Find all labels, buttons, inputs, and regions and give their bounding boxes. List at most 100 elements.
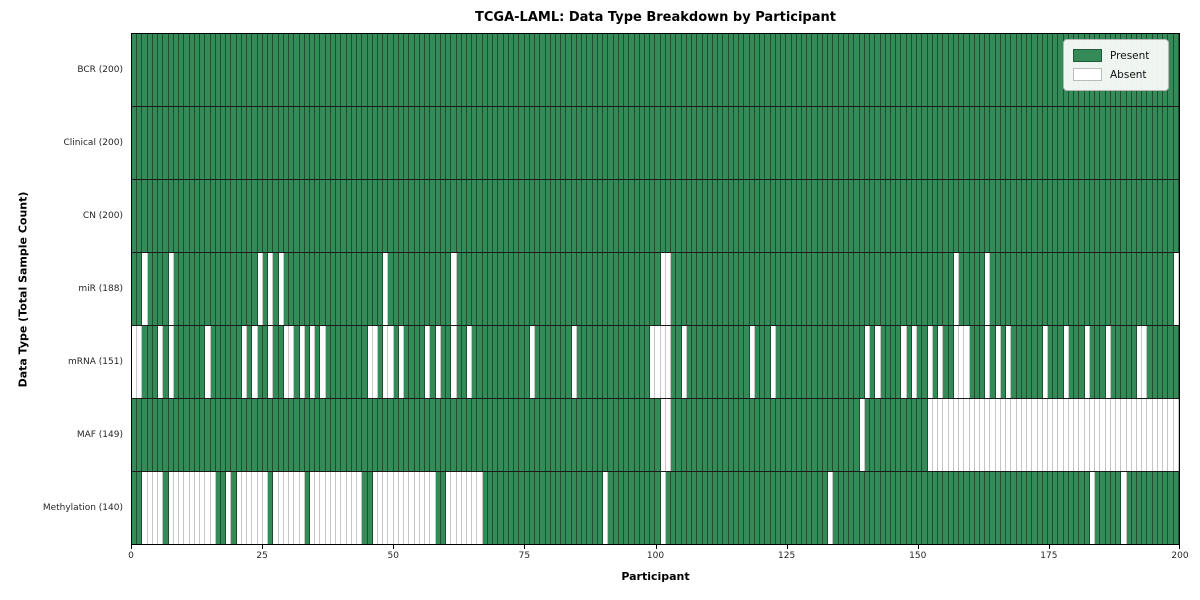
- heatmap-cell: [1037, 253, 1043, 325]
- heatmap-cell: [864, 107, 871, 179]
- heatmap-cell: [529, 34, 536, 106]
- heatmap-cell: [330, 326, 337, 398]
- heatmap-cell: [268, 34, 274, 106]
- heatmap-cell: [723, 326, 729, 398]
- heatmap-cell: [404, 180, 410, 252]
- heatmap-cell: [545, 253, 551, 325]
- heatmap-cell: [911, 472, 918, 544]
- heatmap-cell: [796, 107, 802, 179]
- heatmap-cell: [660, 107, 666, 179]
- heatmap-cell: [529, 107, 536, 179]
- heatmap-cell: [979, 34, 986, 106]
- heatmap-cell: [786, 34, 792, 106]
- heatmap-cell: [147, 34, 153, 106]
- heatmap-cell: [932, 180, 939, 252]
- present-swatch: [1073, 49, 1102, 62]
- heatmap-cell: [341, 326, 347, 398]
- heatmap-cell: [969, 253, 975, 325]
- heatmap-cell: [959, 180, 965, 252]
- heatmap-cell: [885, 326, 891, 398]
- heatmap-cell: [1063, 253, 1069, 325]
- heatmap-cell: [514, 326, 520, 398]
- x-axis-title: Participant: [621, 570, 690, 583]
- heatmap-cell: [555, 253, 562, 325]
- heatmap-cell: [487, 107, 494, 179]
- heatmap-cell: [660, 34, 666, 106]
- heatmap-cell: [587, 253, 593, 325]
- heatmap-cell: [686, 326, 693, 398]
- heatmap-cell: [681, 472, 687, 544]
- heatmap-cell: [979, 472, 986, 544]
- heatmap-cell: [660, 326, 666, 398]
- heatmap-cell: [163, 180, 169, 252]
- heatmap-cell: [959, 472, 965, 544]
- heatmap-cell: [979, 253, 986, 325]
- heatmap-cell: [1110, 326, 1117, 398]
- heatmap-cell: [1121, 326, 1127, 398]
- heatmap-cell: [786, 253, 792, 325]
- heatmap-cell: [744, 326, 750, 398]
- heatmap-cell: [398, 326, 405, 398]
- heatmap-cell: [351, 399, 358, 471]
- heatmap-cell: [309, 253, 316, 325]
- heatmap-cell: [707, 180, 714, 252]
- heatmap-cell: [875, 472, 881, 544]
- heatmap-cell: [885, 34, 891, 106]
- heatmap-cell: [173, 253, 180, 325]
- heatmap-cell: [388, 180, 394, 252]
- heatmap-cell: [807, 107, 813, 179]
- heatmap-cell: [320, 472, 326, 544]
- heatmap-cell: [147, 107, 153, 179]
- heatmap-cell: [744, 399, 750, 471]
- heatmap-cell: [147, 180, 153, 252]
- heatmap-cell: [671, 107, 677, 179]
- heatmap-cell: [979, 107, 986, 179]
- heatmap-cell: [294, 472, 300, 544]
- heatmap-cell: [487, 399, 494, 471]
- heatmap-cell: [194, 326, 201, 398]
- heatmap-cell: [859, 399, 865, 471]
- heatmap-cell: [985, 180, 991, 252]
- heatmap-cell: [378, 326, 384, 398]
- heatmap-cell: [472, 472, 478, 544]
- heatmap-cell: [1006, 399, 1012, 471]
- heatmap-cell: [644, 34, 651, 106]
- x-tick-mark-100: [655, 545, 657, 549]
- heatmap-cell: [838, 253, 844, 325]
- heatmap-cell: [283, 253, 290, 325]
- heatmap-cell: [414, 472, 420, 544]
- heatmap-cell: [995, 399, 1001, 471]
- heatmap-cell: [367, 472, 373, 544]
- heatmap-cell: [838, 326, 844, 398]
- heatmap-cell: [451, 107, 457, 179]
- x-tick-label-50: 50: [387, 551, 399, 561]
- heatmap-cell: [812, 399, 818, 471]
- heatmap-cell: [545, 326, 551, 398]
- heatmap-cell: [289, 399, 295, 471]
- heatmap-cell: [843, 253, 850, 325]
- heatmap-cell: [435, 107, 441, 179]
- heatmap-cell: [864, 399, 871, 471]
- heatmap-cell: [644, 253, 651, 325]
- heatmap-cell: [744, 34, 750, 106]
- heatmap-cell: [728, 34, 734, 106]
- heatmap-cell: [713, 399, 719, 471]
- heatmap-cell: [592, 180, 598, 252]
- x-tick-mark-50: [393, 545, 395, 549]
- heatmap-cell: [262, 326, 269, 398]
- heatmap-cell: [760, 472, 766, 544]
- heatmap-cell: [938, 180, 944, 252]
- heatmap-cell: [833, 253, 839, 325]
- heatmap-cell: [749, 326, 755, 398]
- heatmap-cell: [1048, 34, 1054, 106]
- heatmap-cell: [702, 326, 708, 398]
- heatmap-cell: [446, 107, 452, 179]
- heatmap-cell: [1027, 180, 1033, 252]
- heatmap-cell: [655, 399, 661, 471]
- heatmap-cell: [1126, 472, 1132, 544]
- heatmap-cell: [215, 326, 221, 398]
- heatmap-cell: [524, 326, 530, 398]
- heatmap-cell: [964, 34, 970, 106]
- heatmap-cell: [634, 253, 640, 325]
- heatmap-cell: [749, 253, 755, 325]
